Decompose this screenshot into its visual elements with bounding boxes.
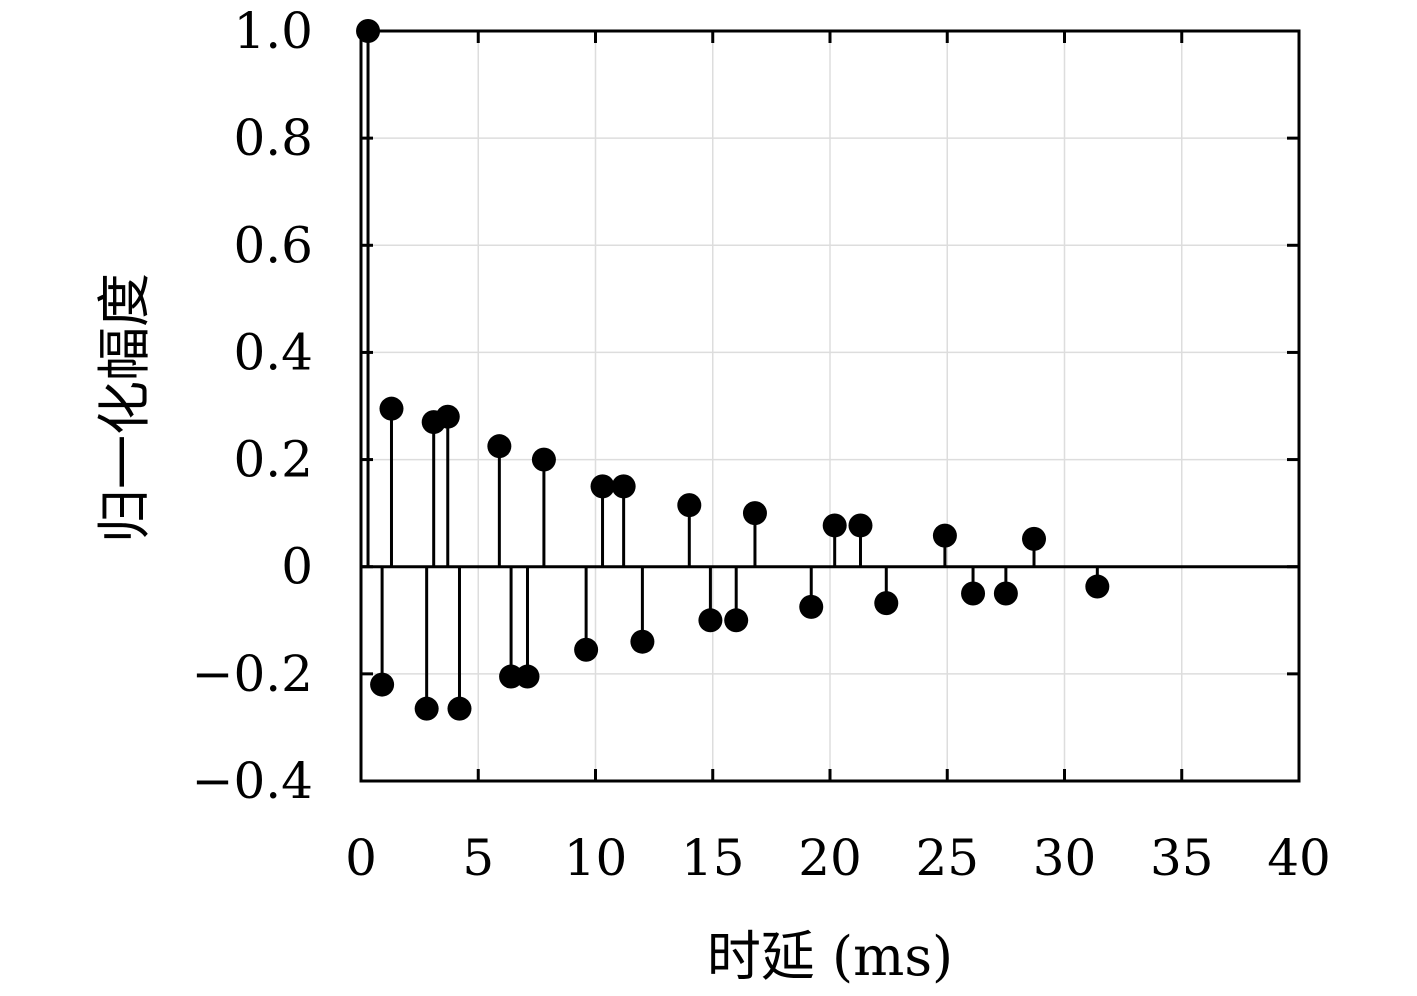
- y-tick-label: −0.4: [192, 752, 313, 810]
- y-tick-label: −0.2: [192, 645, 313, 703]
- y-tick-label: 0.4: [233, 323, 313, 381]
- y-tick-label: 1.0: [233, 2, 313, 60]
- stem-marker: [447, 696, 472, 721]
- axis-ticks: [359, 29, 1301, 783]
- x-tick-label: 30: [1033, 829, 1097, 887]
- stem-marker: [414, 696, 439, 721]
- y-tick-labels: −0.4 −0.2 0 0.2 0.4 0.6 0.8 1.0: [192, 2, 313, 810]
- stem-marker: [1022, 526, 1047, 551]
- stem-marker: [848, 513, 873, 538]
- x-tick-label: 20: [798, 829, 862, 887]
- y-axis-title: 归一化幅度: [93, 273, 156, 543]
- x-tick-label: 35: [1150, 829, 1214, 887]
- x-tick-label: 5: [462, 829, 494, 887]
- stem-marker: [487, 434, 512, 459]
- x-tick-label: 40: [1267, 829, 1331, 887]
- stem-marker: [515, 664, 540, 689]
- y-tick-label: 0.8: [233, 109, 313, 167]
- stem-marker: [356, 19, 381, 43]
- stem-marker: [630, 629, 655, 654]
- stems: [356, 19, 1110, 721]
- stem-marker: [379, 396, 404, 421]
- y-tick-label: 0: [281, 538, 313, 596]
- x-tick-label: 10: [564, 829, 628, 887]
- stem-marker: [698, 608, 723, 633]
- stem-marker: [677, 493, 702, 518]
- stem-marker: [799, 594, 824, 619]
- x-tick-labels: 0 5 10 15 20 25 30 35 40: [345, 829, 1331, 887]
- stem-marker: [611, 474, 636, 499]
- stem-marker: [499, 664, 524, 689]
- stem-marker: [724, 608, 749, 633]
- x-tick-label: 15: [681, 829, 745, 887]
- x-axis-title: 时延 (ms): [707, 925, 953, 988]
- stem-marker: [874, 591, 899, 616]
- stem-marker: [574, 637, 599, 662]
- stem-marker: [961, 581, 986, 606]
- stem-marker: [590, 474, 615, 499]
- stem-marker: [993, 581, 1018, 606]
- stem-marker: [822, 513, 847, 538]
- y-tick-label: 0.6: [233, 216, 313, 274]
- y-tick-label: 0.2: [233, 431, 313, 489]
- stem-marker: [1085, 574, 1110, 599]
- x-tick-label: 0: [345, 829, 377, 887]
- x-tick-label: 25: [915, 829, 979, 887]
- stem-marker: [932, 523, 957, 548]
- stem-marker: [435, 404, 460, 429]
- stem-marker: [742, 501, 767, 526]
- stem-marker: [531, 447, 556, 472]
- grid: [360, 30, 1300, 782]
- stem-marker: [370, 672, 395, 697]
